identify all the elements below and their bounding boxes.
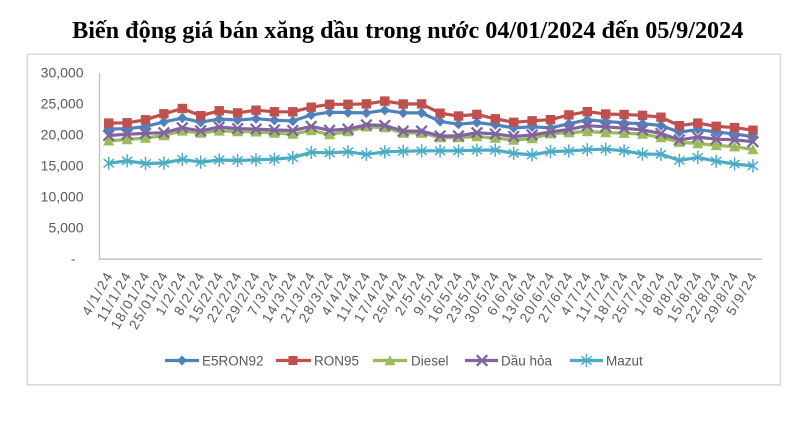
svg-text:RON95: RON95: [314, 354, 359, 369]
svg-text:Mazut: Mazut: [606, 354, 643, 369]
svg-text:20,000: 20,000: [41, 126, 84, 142]
svg-text:Diesel: Diesel: [411, 354, 449, 369]
svg-text:Biến động giá bán xăng dầu tro: Biến động giá bán xăng dầu trong nước 04…: [72, 17, 743, 44]
svg-text:-: -: [71, 250, 76, 266]
svg-text:15,000: 15,000: [41, 157, 84, 173]
svg-text:25,000: 25,000: [41, 95, 84, 111]
svg-text:E5RON92: E5RON92: [202, 354, 264, 369]
svg-text:30,000: 30,000: [41, 64, 84, 80]
svg-text:Dầu hỏa: Dầu hỏa: [501, 354, 553, 369]
svg-text:5,000: 5,000: [48, 219, 83, 235]
svg-text:10,000: 10,000: [41, 188, 84, 204]
